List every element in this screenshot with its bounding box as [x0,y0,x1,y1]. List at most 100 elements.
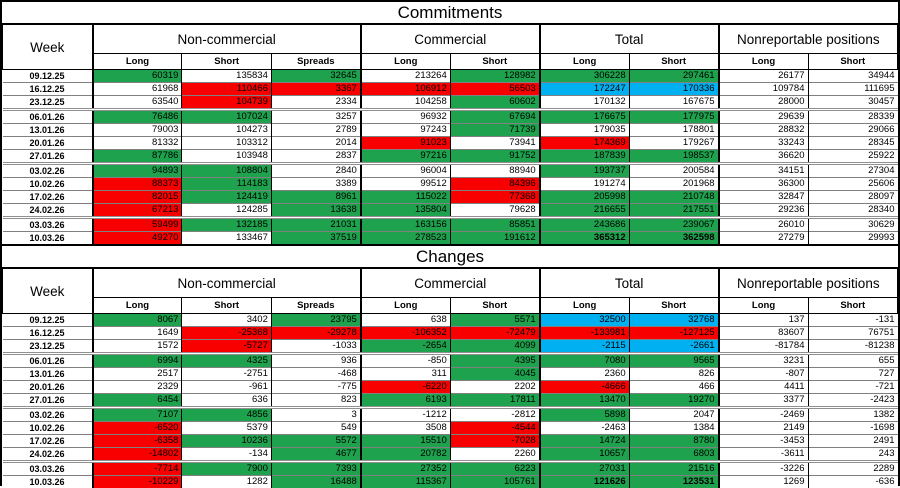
value-cell: 636 [182,394,271,408]
value-cell: 727 [808,368,898,381]
value-cell: 2202 [450,381,539,394]
value-cell: 104273 [182,124,271,137]
value-cell: 936 [271,354,360,368]
value-cell: 67213 [93,204,182,218]
value-cell: -2423 [808,394,898,408]
value-cell: 2329 [93,381,182,394]
group-header-total: Total [540,269,719,298]
value-cell: 76486 [93,110,182,124]
value-cell: 362598 [629,232,718,245]
week-cell: 17.02.26 [3,191,93,204]
value-cell: -2654 [361,340,450,354]
value-cell: 198537 [629,150,718,164]
value-cell: -6520 [93,422,182,435]
week-cell: 17.02.26 [3,435,93,448]
value-cell: 104739 [182,96,271,110]
value-cell: 32500 [540,314,629,327]
value-cell: 96932 [361,110,450,124]
group-header-commercial: Commercial [361,25,540,54]
value-cell: 16488 [271,476,360,488]
value-cell: 174369 [540,137,629,150]
value-cell: -4666 [540,381,629,394]
week-cell: 27.01.26 [3,150,93,164]
value-cell: 217551 [629,204,718,218]
value-cell: 2491 [808,435,898,448]
value-cell: 124419 [182,191,271,204]
value-cell: 121626 [540,476,629,488]
value-cell: 29993 [808,232,898,245]
group-header-non-commercial: Non-commercial [93,269,361,298]
value-cell: -636 [808,476,898,488]
value-cell: 179267 [629,137,718,150]
value-cell: 28345 [808,137,898,150]
week-header: Week [3,269,93,314]
value-cell: 26010 [719,218,808,232]
value-cell: 13470 [540,394,629,408]
value-cell: -4544 [450,422,539,435]
value-cell: 110466 [182,83,271,96]
value-cell: 191274 [540,178,629,191]
value-cell: 60602 [450,96,539,110]
value-cell: 115022 [361,191,450,204]
value-cell: 549 [271,422,360,435]
value-cell: -3611 [719,448,808,462]
week-cell: 06.01.26 [3,110,93,124]
value-cell: 5379 [182,422,271,435]
column-header-spreads: Spreads [271,54,360,70]
value-cell: 3389 [271,178,360,191]
value-cell: 3257 [271,110,360,124]
value-cell: 23795 [271,314,360,327]
value-cell: 306228 [540,70,629,83]
value-cell: 5571 [450,314,539,327]
value-cell: 105761 [450,476,539,488]
value-cell: 109784 [719,83,808,96]
value-cell: -29278 [271,327,360,340]
value-cell: 205998 [540,191,629,204]
value-cell: 135804 [361,204,450,218]
value-cell: 7080 [540,354,629,368]
value-cell: -81784 [719,340,808,354]
value-cell: 14724 [540,435,629,448]
week-cell: 10.03.26 [3,476,93,488]
value-cell: 4045 [450,368,539,381]
value-cell: 201968 [629,178,718,191]
value-cell: 88373 [93,178,182,191]
value-cell: -72479 [450,327,539,340]
value-cell: 1382 [808,408,898,422]
column-header-short: Short [808,54,898,70]
value-cell: -2469 [719,408,808,422]
value-cell: -468 [271,368,360,381]
value-cell: 7107 [93,408,182,422]
value-cell: 7393 [271,462,360,476]
week-cell: 13.01.26 [3,124,93,137]
week-cell: 10.03.26 [3,232,93,245]
value-cell: 3377 [719,394,808,408]
value-cell: 28097 [808,191,898,204]
value-cell: 1269 [719,476,808,488]
value-cell: -807 [719,368,808,381]
value-cell: 200584 [629,164,718,178]
value-cell: 163156 [361,218,450,232]
value-cell: -7028 [450,435,539,448]
value-cell: 6454 [93,394,182,408]
value-cell: 27031 [540,462,629,476]
value-cell: 5572 [271,435,360,448]
value-cell: 4395 [450,354,539,368]
value-cell: 111695 [808,83,898,96]
value-cell: 96004 [361,164,450,178]
value-cell: 59499 [93,218,182,232]
week-cell: 23.12.25 [3,340,93,354]
column-header-short: Short [629,54,718,70]
value-cell: 170132 [540,96,629,110]
week-cell: 16.12.25 [3,327,93,340]
week-cell: 24.02.26 [3,448,93,462]
value-cell: 71739 [450,124,539,137]
